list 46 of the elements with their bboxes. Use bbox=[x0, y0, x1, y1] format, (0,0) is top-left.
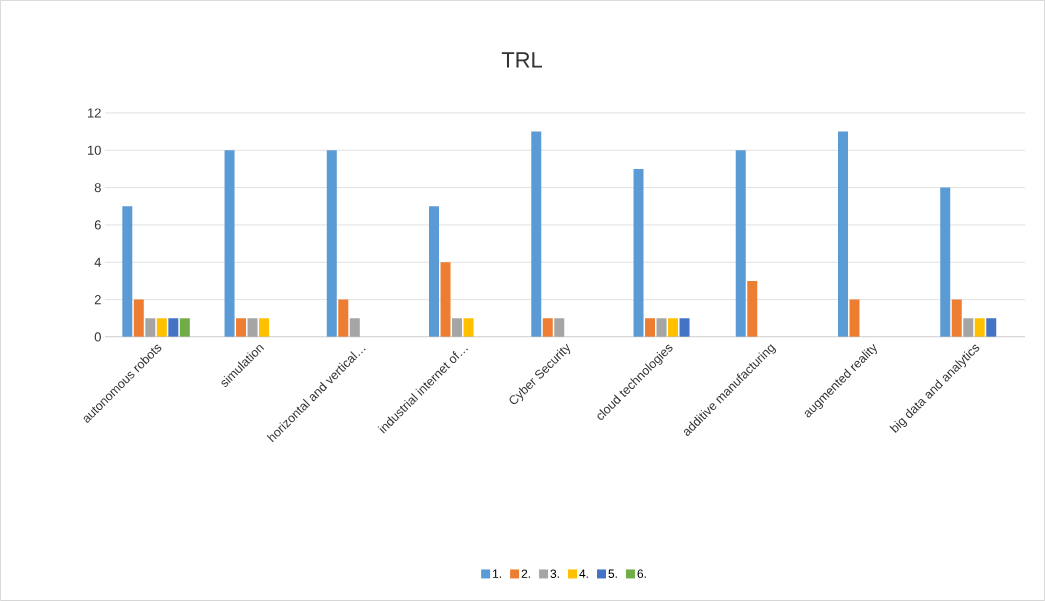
bar bbox=[133, 299, 144, 337]
bar bbox=[656, 318, 667, 337]
bar bbox=[463, 318, 474, 337]
bar bbox=[837, 131, 848, 337]
bar bbox=[963, 318, 974, 337]
y-tick-label: 12 bbox=[87, 108, 101, 118]
bar bbox=[849, 299, 860, 337]
bar bbox=[338, 299, 349, 337]
chart-title: TRL bbox=[501, 52, 542, 68]
bar bbox=[542, 318, 553, 337]
bar bbox=[986, 318, 997, 337]
bar bbox=[122, 206, 133, 337]
bar bbox=[224, 150, 235, 337]
y-tick-label: 2 bbox=[94, 295, 101, 305]
bar bbox=[326, 150, 337, 337]
bar bbox=[349, 318, 360, 337]
bar bbox=[236, 318, 247, 337]
bar bbox=[645, 318, 656, 337]
bar bbox=[679, 318, 690, 337]
legend-label: 3. bbox=[550, 569, 559, 579]
bar bbox=[735, 150, 746, 337]
legend-label: 4. bbox=[579, 569, 588, 578]
bar bbox=[633, 168, 644, 337]
legend-label: 1. bbox=[493, 569, 502, 578]
bar bbox=[247, 318, 258, 337]
y-tick-label: 0 bbox=[94, 332, 101, 342]
y-tick-label: 8 bbox=[94, 183, 101, 193]
bar bbox=[668, 318, 679, 337]
legend-label: 5. bbox=[608, 569, 617, 578]
bar bbox=[259, 318, 270, 337]
bar bbox=[554, 318, 565, 337]
bar bbox=[156, 318, 167, 337]
bar bbox=[940, 187, 951, 337]
bar bbox=[452, 318, 463, 337]
legend-label: 6. bbox=[637, 569, 646, 579]
bar bbox=[429, 206, 440, 337]
bar bbox=[951, 299, 962, 337]
bar bbox=[179, 318, 190, 337]
bar bbox=[974, 318, 985, 337]
bar bbox=[747, 280, 758, 337]
y-tick-label: 4 bbox=[94, 257, 102, 267]
y-tick-label: 6 bbox=[94, 220, 101, 230]
bar bbox=[531, 131, 542, 337]
legend-label: 2. bbox=[521, 569, 530, 578]
bar bbox=[440, 262, 451, 337]
y-tick-label: 10 bbox=[87, 145, 101, 155]
